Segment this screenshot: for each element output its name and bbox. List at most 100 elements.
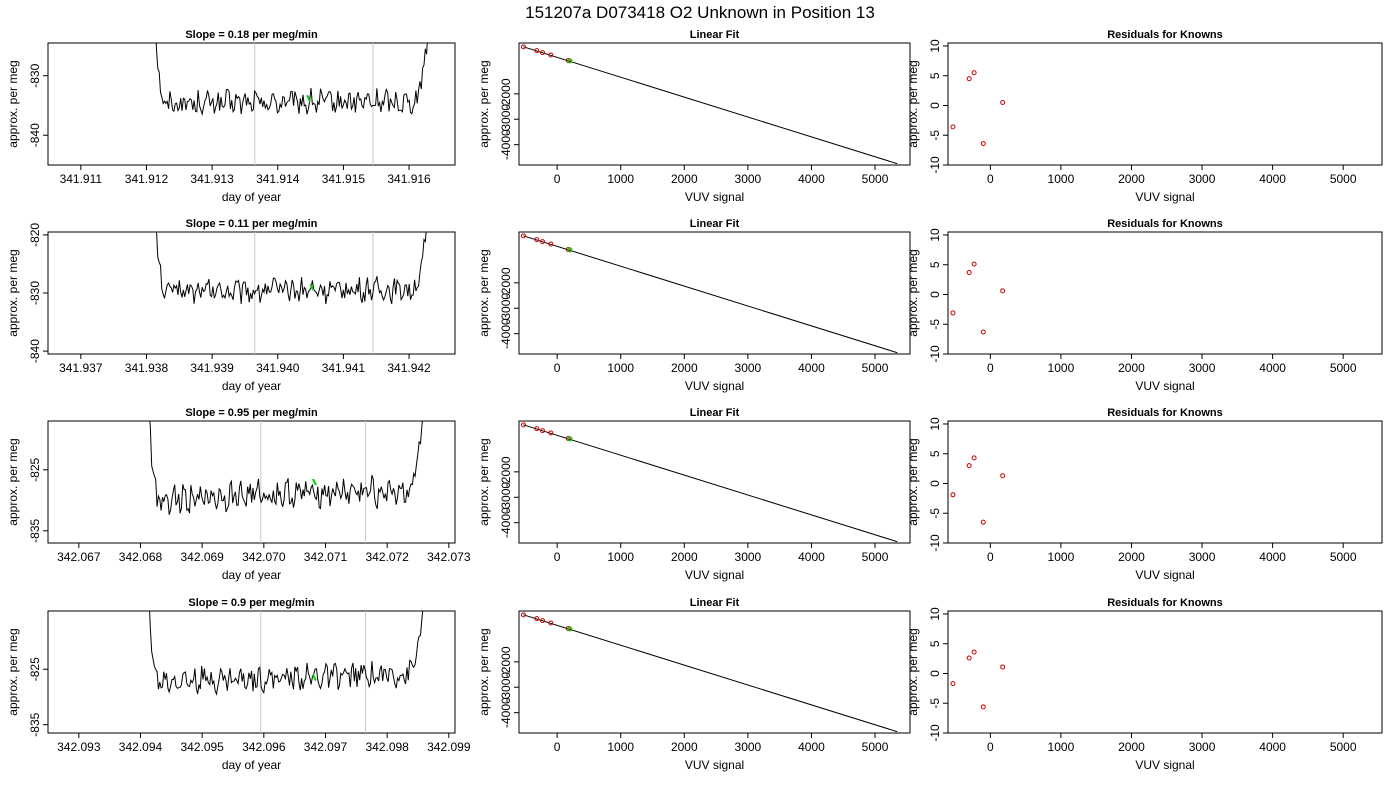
y-tick-label: 5 [928,261,942,268]
plot-area [149,421,423,543]
y-tick-label: -830 [28,63,42,87]
x-tick-label: 0 [554,172,561,186]
panel-title: Slope = 0.11 per meg/min [186,218,318,230]
panel-r4c1: Slope = 0.9 per meg/min 342.093 342.094 342… [6,597,471,772]
x-tick-label: 5000 [862,740,889,754]
x-tick-label: 4000 [1259,550,1286,564]
x-tick-label: 5000 [1330,361,1357,375]
residual-point [1000,100,1006,106]
known-point [534,48,540,54]
x-tick-label: 4000 [1259,172,1286,186]
y-tick-label: -825 [28,657,42,681]
x-tick-label: 341.911 [60,172,103,186]
x-tick-label: 2000 [671,550,698,564]
x-tick-label: 1000 [1048,550,1075,564]
plot-frame [518,231,911,355]
y-tick-label: 0 [928,480,942,487]
residual-point [971,70,977,76]
known-point [548,52,554,58]
plot-area [149,611,424,733]
panel-title: Residuals for Knowns [1107,29,1223,41]
x-tick-label: 3000 [1189,361,1216,375]
x-tick-label: 341.916 [387,172,431,186]
plot-frame [518,420,911,544]
x-tick-label: 341.939 [190,361,234,375]
x-tick-label: 3000 [735,172,762,186]
residual-point [966,269,972,275]
x-tick-label: 341.937 [59,361,103,375]
y-axis-label: approx. per meg [906,249,920,336]
x-tick-label: 342.068 [119,550,163,564]
y-axis-label: approx. per meg [477,249,491,336]
x-axis-label: day of year [222,758,281,772]
x-tick-label: 3000 [735,361,762,375]
x-tick-label: 1000 [1048,740,1075,754]
y-tick-label: 0 [928,102,942,109]
unknown-marker [309,283,315,291]
residual-point [1000,664,1006,670]
plot-area [950,455,1006,525]
x-axis-label: VUV signal [685,568,744,582]
x-tick-label: 1000 [607,550,634,564]
y-axis-label: approx. per meg [477,438,491,525]
x-tick-label: 341.913 [190,172,234,186]
y-tick-label: -3000 [499,482,513,513]
residual-point [980,704,986,710]
time-series-line [149,611,424,696]
y-tick-label: 10 [928,607,942,621]
y-tick-label: -3000 [499,293,513,324]
time-series-line [149,421,423,515]
x-tick-label: 5000 [862,172,889,186]
time-series-line [155,43,428,116]
fit-line [523,235,898,354]
y-tick-label: -2000 [499,646,513,677]
x-tick-label: 341.912 [125,172,169,186]
plot-frame [518,42,911,166]
x-axis-label: day of year [222,379,281,393]
y-tick-label: -3000 [499,104,513,135]
y-tick-label: -2000 [499,267,513,298]
plot-area [156,232,427,354]
x-tick-label: 1000 [607,740,634,754]
panel-r1c2: Linear Fit 0 1000 2000 3000 4000 5000 -4000-300… [477,29,911,204]
x-tick-label: 4000 [798,172,825,186]
plot-frame [947,231,1383,355]
panel-title: Slope = 0.95 per meg/min [185,407,318,419]
y-tick-label: 5 [928,640,942,647]
plot-area [520,44,898,165]
x-tick-label: 341.915 [322,172,366,186]
residual-point [1000,473,1006,479]
x-tick-label: 4000 [798,740,825,754]
x-tick-label: 342.097 [304,740,348,754]
x-tick-label: 341.914 [256,172,300,186]
y-axis-label: approx. per meg [477,60,491,147]
fit-line [523,614,898,733]
known-point [548,620,554,626]
y-tick-label: -5 [928,508,942,519]
y-tick-label: -5 [928,319,942,330]
x-axis-label: VUV signal [1135,190,1194,204]
plot-frame [947,420,1383,544]
y-tick-label: 10 [928,228,942,242]
unknown-point [567,626,573,632]
known-point [540,428,546,434]
known-point [534,426,540,432]
y-tick-label: -10 [928,534,942,552]
residual-point [950,310,956,316]
x-tick-label: 1000 [607,172,634,186]
y-tick-label: -4000 [499,318,513,349]
panel-r3c2: Linear Fit 0 1000 2000 3000 4000 5000 -4000-300… [477,407,911,582]
panel-r1c1: Slope = 0.18 per meg/min 341.911 341.912 34… [6,29,456,204]
y-axis-label: approx. per meg [477,628,491,715]
x-tick-label: 4000 [798,361,825,375]
x-tick-label: 4000 [798,550,825,564]
known-point [520,422,526,428]
panel-title: Linear Fit [690,218,740,230]
unknown-point [567,247,573,253]
plot-frame [947,42,1383,166]
x-tick-label: 3000 [1189,740,1216,754]
y-tick-label: -5 [928,698,942,709]
y-tick-label: -825 [28,457,42,481]
residual-point [971,261,977,267]
x-tick-label: 3000 [1189,550,1216,564]
